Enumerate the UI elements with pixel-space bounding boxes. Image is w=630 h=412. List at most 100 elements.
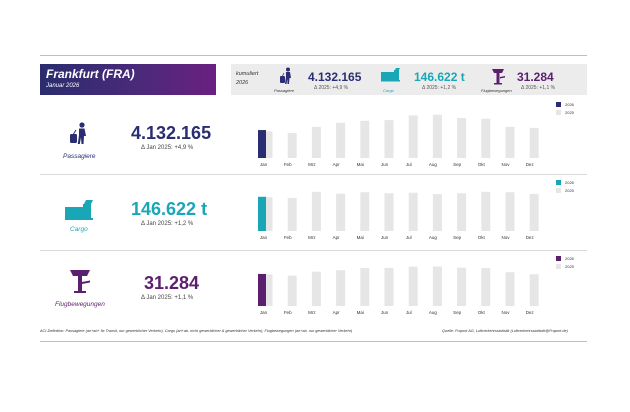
passengers-chart: Jan Feb Mrz Apr Mai Jun Jul Aug Sep Okt Nov Dez [258,114,539,167]
cargo-delta: Δ Jan 2025: +1,2 % [141,221,194,227]
cumulative-cargo: Cargo 146.622 t Δ 2025: +1,2 % [376,64,476,95]
tick-label: Mrz [308,310,316,315]
bar-2025-Jan [263,197,273,231]
passenger-icon [280,67,291,84]
tick-label: Feb [284,235,292,240]
row-divider [40,250,587,251]
bar-2026-Jan [258,130,266,158]
cumulative-panel: kumuliert 2026 Passagiere 4.132.165 Δ 20… [231,64,587,95]
movements-chart: Jan Feb Mrz Apr Mai Jun Jul Aug Sep Okt Nov Dez [258,266,539,315]
tower-icon [70,270,90,293]
cumulative-label: kumuliert 2026 [236,71,259,86]
bar-2025-Okt [481,118,491,158]
cargo-chart: Jan Feb Mrz Apr Mai Jun Jul Aug Sep Okt Nov Dez [258,191,539,240]
tick-label: Jan [260,310,268,315]
bar-2025-Nov [505,192,515,231]
bar-2025-Dez [529,127,539,158]
top-divider [40,55,587,56]
legend-swatch-2026 [556,255,561,261]
tick-label: Dez [526,235,535,240]
tick-label: Mai [357,235,364,240]
cumulative-cargo-value: 146.622 t [414,70,465,84]
bar-2025-Okt [481,268,491,306]
bar-2025-Mai [360,192,370,231]
tick-label: Nov [501,162,510,167]
legend-swatch-2025 [556,109,561,115]
bar-2025-Apr [336,193,346,231]
bar-2025-Mai [360,268,370,306]
tick-label: Feb [284,310,292,315]
bar-2025-Nov [505,272,515,306]
bar-2025-Aug [432,266,442,306]
row-label-passengers: Passagiere [63,153,96,160]
bar-2025-Jan [263,274,273,306]
bar-2025-Feb [287,132,297,158]
tick-label: Dez [526,310,535,315]
bar-2025-Aug [432,194,442,231]
tick-label: Okt [478,235,486,240]
bar-2026-Jan [258,273,266,306]
tick-label: Jun [381,235,389,240]
bar-2025-Sep [457,267,467,306]
legend-swatch-2026 [556,101,561,107]
tick-label: Mai [357,310,364,315]
legend-swatch-2025 [556,263,561,269]
cargo-legend: 2026 2025 [556,178,574,194]
bar-2025-Mrz [311,126,321,158]
movements-value: 31.284 [144,273,200,293]
cumulative-movements: Flugbewegungen 31.284 Δ 2025: +1,1 % [481,64,587,95]
cumulative-passengers: Passagiere 4.132.165 Δ 2025: +4,9 % [271,64,371,95]
bar-2025-Sep [457,118,467,158]
tick-label: Dez [526,162,535,167]
tick-label: Nov [501,310,510,315]
cumulative-passengers-value: 4.132.165 [308,70,362,84]
bar-2025-Jul [408,266,418,306]
tick-label: Aug [429,235,438,240]
source-note: Quelle: Fraport AG, Luftverkehrsstatisti… [442,329,568,333]
cargo-value: 146.622 t [131,199,208,219]
tick-label: Jul [406,162,412,167]
footnote: ACI-Definition: Passagiere (an+ab+ fix T… [40,329,353,333]
bar-2025-Mrz [311,271,321,306]
tick-label: Nov [501,235,510,240]
passengers-legend: 2026 2025 [556,100,574,116]
bar-2025-Nov [505,126,515,158]
tick-label: Okt [478,310,486,315]
bar-2025-Apr [336,122,346,158]
passenger-icon [70,122,86,144]
tick-label: Sep [453,162,462,167]
page-subtitle: Januar 2026 [46,83,80,89]
row-divider [40,174,587,175]
bar-2025-Mai [360,120,370,158]
cargo-icon [381,68,400,82]
tick-label: Jun [381,310,389,315]
bottom-divider [40,341,587,342]
bar-2025-Jun [384,267,394,306]
tick-label: Jan [260,235,268,240]
title-banner: Frankfurt (FRA) Januar 2026 [40,64,216,95]
tick-label: Aug [429,162,438,167]
bar-2026-Jan [258,196,266,231]
tick-label: Apr [333,162,341,167]
legend-swatch-2025 [556,187,561,193]
movements-delta: Δ Jan 2025: +1,1 % [141,295,194,301]
bar-2025-Sep [457,193,467,231]
bar-2025-Apr [336,270,346,306]
bar-2025-Jul [408,192,418,231]
passengers-value: 4.132.165 [131,123,212,143]
tick-label: Aug [429,310,438,315]
cargo-icon [65,200,93,220]
tick-label: Okt [478,162,486,167]
tick-label: Sep [453,310,462,315]
tower-icon [492,69,505,85]
row-label-movements: Flugbewegungen [55,301,105,308]
bar-2025-Feb [287,275,297,306]
passengers-delta: Δ Jan 2025: +4,9 % [141,145,194,151]
bar-2025-Jan [263,131,273,158]
bar-2025-Okt [481,191,491,231]
tick-label: Feb [284,162,292,167]
bar-2025-Dez [529,193,539,231]
legend-swatch-2026 [556,179,561,185]
page-title: Frankfurt (FRA) [46,67,135,81]
bar-2025-Feb [287,197,297,231]
